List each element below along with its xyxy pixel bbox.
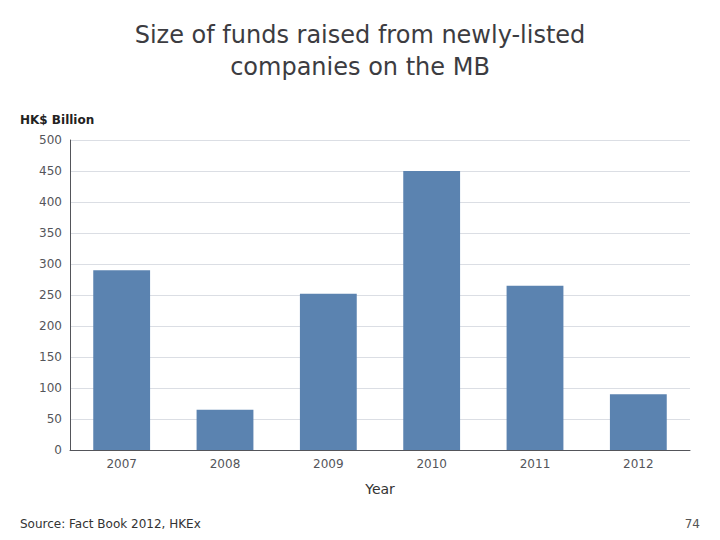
- svg-text:Size of funds raised from newl: Size of funds raised from newly-listed: [135, 21, 586, 49]
- svg-text:2010: 2010: [416, 457, 447, 471]
- svg-text:2011: 2011: [520, 457, 551, 471]
- svg-text:250: 250: [39, 288, 62, 302]
- svg-text:400: 400: [39, 195, 62, 209]
- svg-text:300: 300: [39, 257, 62, 271]
- svg-text:350: 350: [39, 226, 62, 240]
- svg-text:2012: 2012: [623, 457, 654, 471]
- svg-text:100: 100: [39, 381, 62, 395]
- svg-text:Year: Year: [364, 481, 395, 497]
- svg-text:companies on the MB: companies on the MB: [230, 53, 490, 81]
- svg-text:450: 450: [39, 164, 62, 178]
- svg-text:50: 50: [47, 412, 62, 426]
- svg-text:500: 500: [39, 133, 62, 147]
- svg-text:150: 150: [39, 350, 62, 364]
- svg-text:2008: 2008: [210, 457, 241, 471]
- svg-text:2007: 2007: [106, 457, 137, 471]
- svg-text:HK$ Billion: HK$ Billion: [20, 113, 94, 127]
- svg-text:Source: Fact Book 2012, HKEx: Source: Fact Book 2012, HKEx: [20, 517, 201, 531]
- svg-text:74: 74: [685, 517, 700, 531]
- svg-text:0: 0: [54, 443, 62, 457]
- svg-text:200: 200: [39, 319, 62, 333]
- svg-text:2009: 2009: [313, 457, 344, 471]
